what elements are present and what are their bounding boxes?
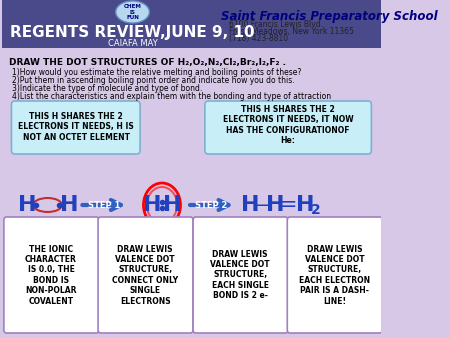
Text: Fresh Meadows, New York 11365: Fresh Meadows, New York 11365 — [229, 27, 354, 36]
FancyArrowPatch shape — [190, 200, 229, 210]
FancyBboxPatch shape — [2, 48, 381, 338]
Text: THIS H SHARES THE 2
ELECTRONS IT NEEDS, IT NOW
HAS THE CONFIGURATIONOF
He:: THIS H SHARES THE 2 ELECTRONS IT NEEDS, … — [223, 105, 353, 145]
Text: STEP 1: STEP 1 — [88, 200, 120, 210]
FancyBboxPatch shape — [4, 217, 99, 333]
Text: THE IONIC
CHARACTER
IS 0.0, THE
BOND IS
NON-POLAR
COVALENT: THE IONIC CHARACTER IS 0.0, THE BOND IS … — [25, 244, 77, 306]
Text: 2: 2 — [311, 203, 321, 217]
Polygon shape — [155, 218, 185, 252]
Text: REGENTS REVIEW,JUNE 9, 10: REGENTS REVIEW,JUNE 9, 10 — [10, 25, 255, 41]
FancyBboxPatch shape — [205, 101, 371, 154]
Text: H: H — [296, 195, 314, 215]
FancyArrowPatch shape — [82, 200, 121, 210]
Polygon shape — [252, 218, 282, 252]
Text: 1)How would you estimate the relative melting and boiling points of these?: 1)How would you estimate the relative me… — [12, 68, 302, 77]
Ellipse shape — [116, 1, 149, 23]
Text: H: H — [18, 195, 36, 215]
Text: 3)Indicate the type of molecule and type of bond.: 3)Indicate the type of molecule and type… — [12, 84, 202, 93]
Text: DRAW LEWIS
VALENCE DOT
STRUCTURE,
EACH ELECTRON
PAIR IS A DASH-
LINE!: DRAW LEWIS VALENCE DOT STRUCTURE, EACH E… — [299, 244, 370, 306]
Text: 6100 Francis Lewis Blvd.: 6100 Francis Lewis Blvd. — [229, 20, 323, 29]
Text: (718) 423-8810: (718) 423-8810 — [229, 34, 288, 43]
Text: STEP 2: STEP 2 — [195, 200, 228, 210]
FancyBboxPatch shape — [2, 0, 381, 48]
Text: DRAW LEWIS
VALENCE DOT
STRUCTURE,
EACH SINGLE
BOND IS 2 e-: DRAW LEWIS VALENCE DOT STRUCTURE, EACH S… — [210, 250, 270, 300]
Polygon shape — [61, 218, 91, 252]
Text: —: — — [253, 195, 273, 215]
Text: H: H — [241, 195, 260, 215]
Text: Saint Francis Preparatory School: Saint Francis Preparatory School — [221, 10, 437, 23]
Text: =: = — [279, 195, 297, 215]
Text: H: H — [163, 195, 181, 215]
Text: CAIAFA MAY: CAIAFA MAY — [108, 39, 158, 48]
FancyBboxPatch shape — [287, 217, 382, 333]
Text: DRAW LEWIS
VALENCE DOT
STRUCTURE,
CONNECT ONLY
SINGLE
ELECTRONS: DRAW LEWIS VALENCE DOT STRUCTURE, CONNEC… — [112, 244, 178, 306]
Text: 4)List the characteristics and explain them with the bonding and type of attract: 4)List the characteristics and explain t… — [12, 92, 331, 101]
Text: H: H — [143, 195, 161, 215]
Text: DRAW THE DOT STRUCTURES OF H₂,O₂,N₂,Cl₂,Br₂,I₂,F₂ .: DRAW THE DOT STRUCTURES OF H₂,O₂,N₂,Cl₂,… — [9, 58, 286, 67]
FancyBboxPatch shape — [98, 217, 193, 333]
Text: 2)Put them in ascending boiling point order and indicate how you do this.: 2)Put them in ascending boiling point or… — [12, 76, 295, 85]
Text: THIS H SHARES THE 2
ELECTRONS IT NEEDS, H IS
NOT AN OCTET ELEMENT: THIS H SHARES THE 2 ELECTRONS IT NEEDS, … — [18, 112, 134, 142]
Text: H: H — [60, 195, 79, 215]
FancyBboxPatch shape — [11, 101, 140, 154]
Text: H: H — [266, 195, 285, 215]
Text: CHEM
IS
FUN: CHEM IS FUN — [124, 4, 141, 20]
FancyBboxPatch shape — [193, 217, 288, 333]
